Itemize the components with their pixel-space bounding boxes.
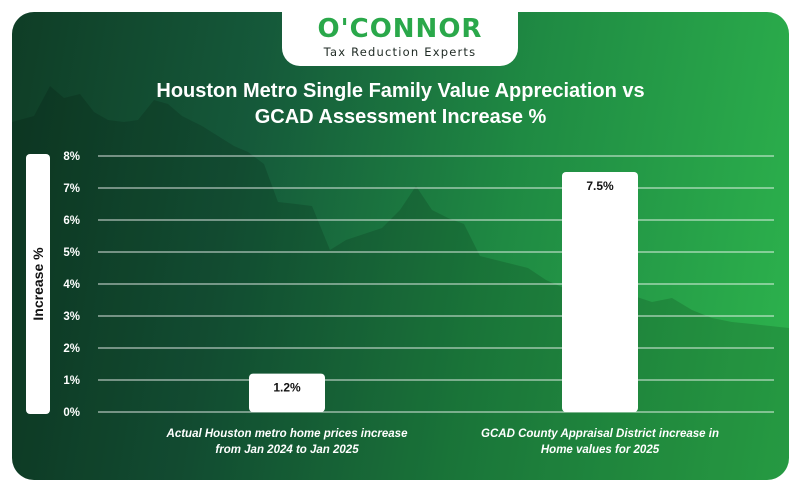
y-tick-label: 5% [63, 247, 80, 259]
y-tick-label: 2% [63, 343, 80, 355]
y-tick-label: 6% [63, 215, 80, 227]
y-axis-label-box: Increase % [26, 154, 50, 414]
y-tick-label: 4% [63, 279, 80, 291]
x-category-label-2: GCAD County Appraisal District increase … [450, 426, 750, 458]
y-tick-label: 1% [63, 375, 80, 387]
x-category-label-2-line-1: GCAD County Appraisal District increase … [481, 428, 719, 440]
y-tick-label: 3% [63, 311, 80, 323]
bar-chart-plot: 0% 1% 2% 3% 4% 5% 6% 7% 8% 1.2% 7.5% [63, 151, 774, 419]
bar-data-label: 7.5% [586, 179, 614, 193]
brand-logo: O'CONNOR Tax Reduction Experts [282, 12, 518, 66]
chart-title-line-1: Houston Metro Single Family Value Apprec… [156, 80, 645, 102]
y-tick-label: 0% [63, 407, 80, 419]
bar [562, 172, 638, 412]
chart-title: Houston Metro Single Family Value Apprec… [12, 78, 789, 130]
brand-tagline: Tax Reduction Experts [323, 45, 477, 59]
bar-data-label: 1.2% [273, 381, 301, 395]
x-category-label-1-line-1: Actual Houston metro home prices increas… [166, 428, 408, 440]
bar [249, 373, 325, 412]
x-category-label-2-line-2: Home values for 2025 [540, 444, 660, 456]
y-tick-label: 8% [63, 151, 80, 163]
y-tick-label: 7% [63, 183, 80, 195]
chart-title-line-2: GCAD Assessment Increase % [254, 106, 547, 128]
chart-card: O'CONNOR Tax Reduction Experts Houston M… [12, 12, 789, 480]
brand-name: O'CONNOR [317, 14, 483, 44]
x-category-label-1: Actual Houston metro home prices increas… [137, 426, 437, 458]
x-category-label-1-line-2: from Jan 2024 to Jan 2025 [215, 444, 359, 456]
